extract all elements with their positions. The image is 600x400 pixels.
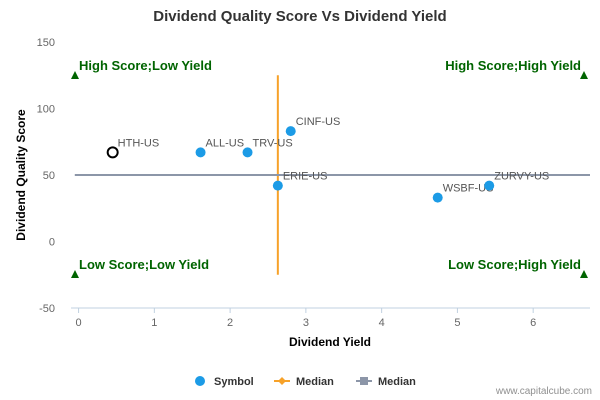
legend-label: Symbol [214, 376, 254, 388]
legend: Symbol Median Median [195, 376, 416, 388]
quadrant-labels: High Score;Low Yield High Score;High Yiel… [71, 58, 588, 278]
legend-item: Symbol [195, 376, 254, 388]
quadrant-label-top-right: High Score;High Yield [445, 58, 581, 73]
point-label: ERIE-US [283, 171, 328, 183]
legend-marker-symbol [195, 376, 205, 386]
quadrant-marker [580, 270, 588, 278]
x-tick-label: 6 [530, 317, 536, 329]
chart-title: Dividend Quality Score Vs Dividend Yield [153, 8, 446, 25]
point-label: CINF-US [296, 116, 341, 128]
x-tick-label: 5 [454, 317, 460, 329]
y-tick-label: 50 [43, 170, 55, 182]
x-tick-label: 0 [76, 317, 82, 329]
point-label: TRV-US [253, 137, 293, 149]
x-tick-label: 1 [151, 317, 157, 329]
quadrant-label-bottom-left: Low Score;Low Yield [79, 257, 209, 272]
y-tick-label: 150 [37, 37, 55, 49]
point [272, 180, 283, 191]
legend-label: Median [296, 376, 334, 388]
legend-item: Median [274, 376, 334, 388]
point-label: ZURVY-US [494, 171, 549, 183]
x-tick-label: 2 [227, 317, 233, 329]
credit-text: www.capitalcube.com [495, 386, 592, 397]
legend-item: Median [356, 376, 416, 388]
point-label: ALL-US [206, 137, 245, 149]
x-tick-label: 3 [303, 317, 309, 329]
y-tick-label: 100 [37, 104, 55, 116]
legend-label: Median [378, 376, 416, 388]
point [285, 126, 296, 137]
y-tick-label: -50 [39, 303, 55, 315]
point [195, 147, 206, 158]
point [242, 147, 253, 158]
x-tick-label: 4 [379, 317, 385, 329]
x-axis-title: Dividend Yield [289, 335, 371, 349]
y-axis-title: Dividend Quality Score [14, 109, 28, 241]
y-tick-label: 0 [49, 237, 55, 249]
legend-marker-square [360, 377, 368, 385]
point-highlighted [106, 146, 119, 159]
quadrant-label-bottom-right: Low Score;High Yield [448, 257, 581, 272]
point-label: WSBF-US [443, 183, 494, 195]
quadrant-marker [580, 71, 588, 79]
quadrant-marker [71, 71, 79, 79]
quadrant-label-top-left: High Score;Low Yield [79, 58, 212, 73]
axes: 0 1 2 3 4 5 6 -50 0 50 100 150 [37, 37, 590, 329]
point [432, 192, 443, 203]
point-label: HTH-US [118, 137, 160, 149]
quadrant-marker [71, 270, 79, 278]
legend-marker-diamond [278, 377, 286, 385]
median-lines [74, 75, 590, 275]
point [484, 180, 495, 191]
